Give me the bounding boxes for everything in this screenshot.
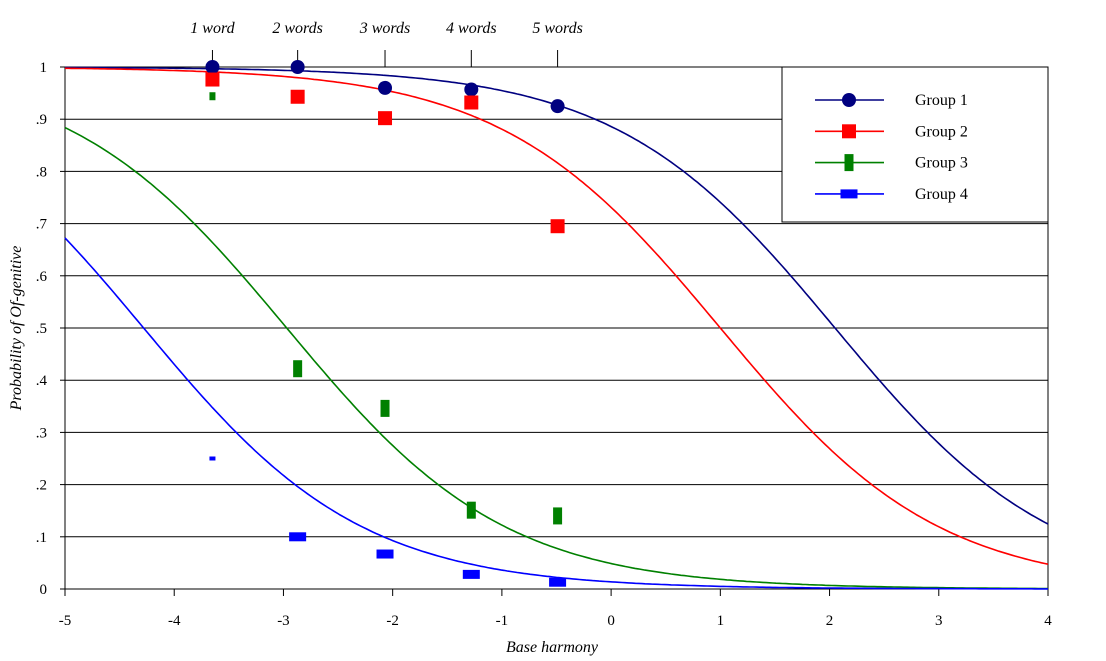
data-point-group-3 (209, 92, 216, 101)
data-point-group-1 (464, 82, 479, 97)
legend-marker-group-1 (842, 93, 856, 107)
y-tick-label: 0 (40, 582, 48, 598)
top-tick-label: 3 words (359, 20, 411, 37)
data-point-group-1 (290, 60, 305, 74)
data-point-group-4 (462, 569, 480, 579)
data-point-group-3 (466, 501, 476, 519)
x-tick-label: -1 (496, 613, 509, 629)
x-tick-label: 3 (935, 613, 943, 629)
x-tick-label: 1 (717, 613, 725, 629)
x-tick-label: -5 (59, 613, 72, 629)
y-tick-label: .8 (36, 164, 47, 180)
data-point-group-4 (209, 456, 216, 461)
legend-label-group-3: Group 3 (915, 155, 968, 172)
y-axis-title: Probability of Of-genitive (8, 246, 25, 412)
data-point-group-3 (380, 399, 390, 417)
data-point-group-1 (550, 99, 565, 114)
x-tick-label: 0 (607, 613, 615, 629)
top-tick-label: 2 words (272, 20, 323, 37)
legend-box (781, 66, 1049, 223)
fit-curve-group-4 (64, 237, 1048, 590)
legend: Group 1 Group 2 Group 3 Group 4 (781, 66, 1049, 223)
y-tick-label: .4 (36, 373, 48, 389)
y-tick-label: .1 (36, 530, 47, 546)
data-point-group-1 (378, 80, 393, 95)
x-tick-label: -4 (168, 613, 181, 629)
y-tick-label: 1 (40, 60, 48, 76)
fit-curve-group-3 (64, 126, 1048, 590)
x-tick-label: 2 (826, 613, 834, 629)
y-tick-label: .7 (36, 217, 48, 233)
fit-curve-group-2 (65, 67, 1049, 565)
legend-marker-group-4 (840, 189, 858, 199)
data-point-group-2 (550, 219, 565, 234)
y-tick-label: .9 (36, 112, 47, 128)
legend-label-group-2: Group 2 (915, 123, 968, 140)
data-point-group-2 (464, 95, 479, 110)
legend-marker-group-2 (842, 124, 856, 139)
y-tick-label: .3 (36, 425, 47, 441)
data-point-group-4 (376, 549, 394, 559)
data-point-group-1 (205, 60, 220, 74)
x-tick-label: -3 (277, 613, 290, 629)
x-tick-label: 4 (1044, 613, 1052, 629)
y-tick-label: .5 (36, 321, 47, 337)
data-point-group-2 (290, 89, 305, 104)
data-point-group-3 (553, 507, 563, 525)
legend-marker-group-3 (844, 154, 854, 172)
x-tick-label: -2 (386, 613, 399, 629)
top-tick-label: 5 words (532, 20, 583, 37)
top-tick-label: 1 word (190, 20, 235, 37)
legend-label-group-4: Group 4 (915, 186, 968, 203)
data-point-group-2 (378, 111, 393, 126)
data-point-group-4 (289, 532, 307, 542)
x-axis-title: Base harmony (506, 639, 599, 656)
top-tick-label: 4 words (446, 20, 497, 37)
data-point-group-3 (293, 360, 303, 378)
data-point-group-4 (549, 577, 567, 587)
y-tick-label: .2 (36, 478, 47, 494)
y-tick-label: .6 (36, 269, 48, 285)
legend-label-group-1: Group 1 (915, 92, 968, 109)
data-point-group-2 (205, 72, 220, 87)
